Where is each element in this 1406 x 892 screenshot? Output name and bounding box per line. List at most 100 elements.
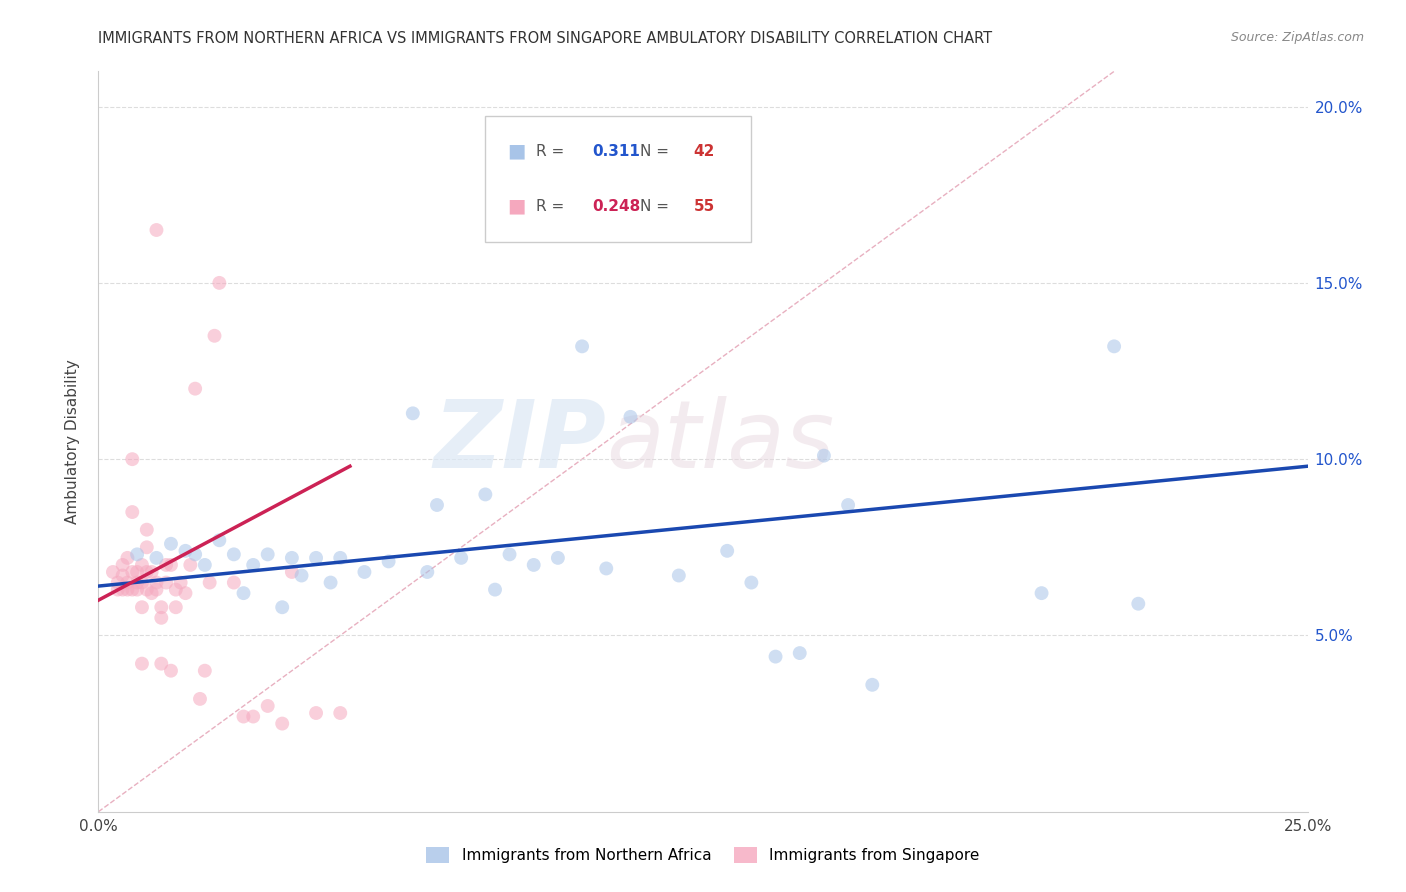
Point <box>107 582 129 597</box>
Point <box>141 586 163 600</box>
Point <box>426 498 449 512</box>
Point <box>416 565 439 579</box>
Point <box>150 600 173 615</box>
Point <box>165 600 187 615</box>
Point <box>111 568 134 582</box>
Point <box>319 575 342 590</box>
Point <box>188 692 211 706</box>
Point <box>121 505 143 519</box>
Text: 42: 42 <box>693 144 714 159</box>
Point <box>145 223 167 237</box>
Text: ■: ■ <box>508 196 526 216</box>
Point <box>256 547 278 561</box>
Legend: Immigrants from Northern Africa, Immigrants from Singapore: Immigrants from Northern Africa, Immigra… <box>426 847 980 863</box>
Point <box>117 575 139 590</box>
Point <box>204 328 226 343</box>
Point <box>121 565 143 579</box>
Point <box>242 558 264 572</box>
Point <box>121 582 143 597</box>
Point <box>353 565 375 579</box>
Point <box>117 550 139 565</box>
Point <box>127 547 149 561</box>
Text: 0.248: 0.248 <box>592 199 640 213</box>
Text: 55: 55 <box>693 199 714 213</box>
Point <box>837 498 859 512</box>
Point <box>571 339 593 353</box>
Point <box>165 582 187 597</box>
Point <box>668 568 690 582</box>
Point <box>155 558 177 572</box>
Point <box>101 565 124 579</box>
Point <box>290 568 312 582</box>
Point <box>174 586 197 600</box>
Point <box>150 611 173 625</box>
Y-axis label: Ambulatory Disability: Ambulatory Disability <box>65 359 80 524</box>
Point <box>484 582 506 597</box>
Point <box>402 406 425 420</box>
Point <box>498 547 520 561</box>
Point <box>547 550 569 565</box>
Point <box>111 558 134 572</box>
Point <box>860 678 883 692</box>
Point <box>765 649 787 664</box>
Point <box>281 550 304 565</box>
Point <box>127 582 149 597</box>
Point <box>141 565 163 579</box>
Point <box>813 449 835 463</box>
Point <box>619 409 641 424</box>
Point <box>740 575 762 590</box>
Point <box>305 706 328 720</box>
Point <box>198 575 221 590</box>
Point <box>121 452 143 467</box>
Text: ZIP: ZIP <box>433 395 606 488</box>
Point <box>377 554 399 568</box>
Point <box>208 276 231 290</box>
Point <box>131 600 153 615</box>
Point <box>329 550 352 565</box>
Point <box>474 487 496 501</box>
FancyBboxPatch shape <box>485 116 751 242</box>
Point <box>716 544 738 558</box>
Point <box>208 533 231 548</box>
Point <box>222 547 245 561</box>
Point <box>184 382 207 396</box>
Point <box>131 575 153 590</box>
Point <box>160 537 183 551</box>
Point <box>155 575 177 590</box>
Point <box>150 657 173 671</box>
Text: atlas: atlas <box>606 396 835 487</box>
Point <box>595 561 617 575</box>
Text: N =: N = <box>640 144 673 159</box>
Point <box>131 558 153 572</box>
Point <box>329 706 352 720</box>
Point <box>1128 597 1150 611</box>
Point <box>523 558 546 572</box>
Point <box>117 582 139 597</box>
Point <box>281 565 304 579</box>
Point <box>174 544 197 558</box>
Point <box>1102 339 1125 353</box>
Point <box>127 575 149 590</box>
Point <box>169 575 191 590</box>
Point <box>1031 586 1053 600</box>
Point <box>135 541 157 555</box>
Point <box>184 547 207 561</box>
Point <box>232 586 254 600</box>
Point <box>305 550 328 565</box>
Point <box>194 558 217 572</box>
Point <box>145 550 167 565</box>
Text: ■: ■ <box>508 142 526 161</box>
Point <box>194 664 217 678</box>
Point <box>232 709 254 723</box>
Point <box>179 558 201 572</box>
Point <box>131 657 153 671</box>
Text: IMMIGRANTS FROM NORTHERN AFRICA VS IMMIGRANTS FROM SINGAPORE AMBULATORY DISABILI: IMMIGRANTS FROM NORTHERN AFRICA VS IMMIG… <box>98 31 993 46</box>
Text: R =: R = <box>536 199 569 213</box>
Point <box>145 575 167 590</box>
Point <box>789 646 811 660</box>
Point <box>450 550 472 565</box>
Point <box>160 664 183 678</box>
Point <box>127 565 149 579</box>
Point <box>256 698 278 713</box>
Point <box>145 582 167 597</box>
